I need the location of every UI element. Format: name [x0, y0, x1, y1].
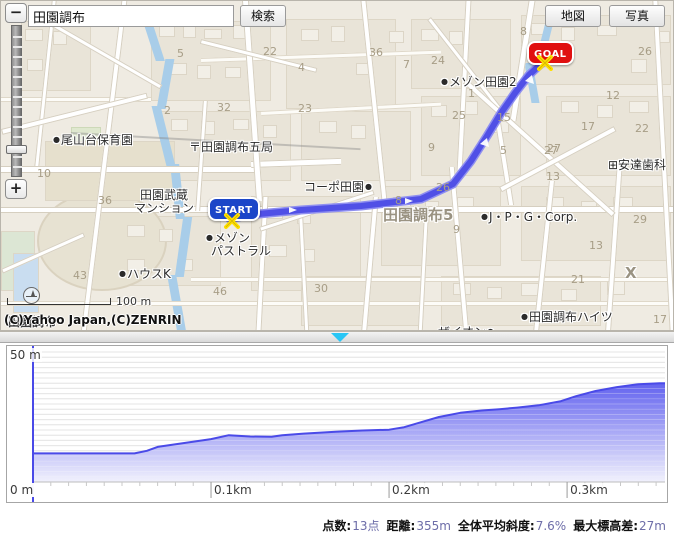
- map-poi-label: 田園武蔵: [140, 188, 189, 202]
- map-block-number: 8: [395, 194, 402, 207]
- zoom-control[interactable]: − +: [4, 3, 28, 199]
- x-axis-tick-label: 0 m: [9, 483, 35, 497]
- map-poi-label: X: [625, 264, 637, 282]
- zoom-in-button[interactable]: +: [5, 179, 27, 199]
- zoom-slider-handle[interactable]: [6, 145, 27, 155]
- map-block-number: 9: [428, 141, 435, 154]
- map-block-number: 7: [403, 58, 410, 71]
- route-stat-item: 距離: 355m: [387, 517, 451, 534]
- map-block-number: 43: [73, 269, 87, 282]
- panel-splitter[interactable]: [0, 331, 674, 343]
- map-block-number: 32: [217, 101, 231, 114]
- route-stat-key: 最大標高差:: [573, 518, 639, 533]
- map-block-number: 26: [436, 181, 450, 194]
- map-poi-label: コーポ田園: [304, 178, 372, 195]
- compass-north-icon: [23, 287, 40, 304]
- goal-cross-icon: [537, 55, 553, 71]
- map-block-number: 5: [177, 47, 184, 60]
- map-area-name: 田園調布: [8, 315, 57, 329]
- map-block-number: 5: [500, 144, 507, 157]
- map-block-number: 22: [263, 45, 277, 58]
- map-poi-label: 田園調布5: [383, 206, 454, 224]
- map-poi-label: J・P・G・Corp.: [481, 208, 577, 225]
- map-block-number: 2: [164, 104, 171, 117]
- map-block-number: 15: [497, 111, 511, 124]
- map-block-number: 8: [520, 25, 527, 38]
- map-type-switcher[interactable]: 地図 写真: [545, 5, 665, 27]
- route-stat-value: 7.6%: [535, 518, 567, 533]
- route-stat-key: 全体平均斜度:: [457, 518, 535, 533]
- map-type-photo-button[interactable]: 写真: [609, 5, 665, 27]
- attribution-text: (C)Yahoo Japan,(C)ZENRIN: [4, 313, 182, 327]
- route-stat-key: 距離:: [386, 518, 416, 533]
- map-block-number: 12: [606, 89, 620, 102]
- map-block-number: 23: [298, 102, 312, 115]
- map-block-number: 29: [633, 213, 647, 226]
- y-axis-max-label: 50 m: [9, 348, 42, 362]
- scale-bar-line: [7, 298, 111, 305]
- map-block-number: 36: [98, 194, 112, 207]
- route-stat-value: 13点: [352, 518, 380, 533]
- map-attribution: 田園調布 (C)Yahoo Japan,(C)ZENRIN: [4, 313, 182, 329]
- map-block-number: 27: [544, 144, 558, 157]
- map-block-number: 27: [547, 142, 561, 155]
- map-poi-label: メゾン田園2: [441, 73, 517, 90]
- map-canvas[interactable]: START GOAL: [1, 1, 673, 330]
- elevation-chart-svg: [32, 346, 665, 502]
- map-block-number: 4: [298, 61, 305, 74]
- map-block-number: 46: [213, 285, 227, 298]
- search-input[interactable]: [28, 5, 234, 27]
- map-poi-label: 尾山台保育園: [53, 131, 133, 148]
- route-stat-item: 全体平均斜度: 7.6%: [458, 517, 566, 534]
- map-poi-label: マンション: [134, 201, 195, 215]
- map-block-number: 21: [571, 273, 585, 286]
- map-poi-label: パストラル: [211, 244, 272, 258]
- map-poi-label: 田園調布ハイツ: [521, 308, 613, 325]
- start-cross-icon: [224, 213, 240, 229]
- x-axis-tick-label: 0.2km: [391, 483, 431, 497]
- route-stat-value: 27m: [639, 518, 666, 533]
- map-block-number: 10: [37, 167, 51, 180]
- map-block-number: 13: [589, 239, 603, 252]
- collapse-triangle-icon[interactable]: [331, 333, 349, 342]
- x-axis-tick-label: 0.1km: [213, 483, 253, 497]
- map-block-number: 26: [638, 45, 652, 58]
- scale-bar-label: 100 m: [116, 295, 152, 308]
- route-stat-item: 点数: 13点: [322, 517, 379, 534]
- zoom-out-button[interactable]: −: [5, 3, 27, 23]
- map-poi-label: ザイオン: [438, 323, 494, 330]
- map-block-number: 17: [581, 120, 595, 133]
- map-block-number: 13: [546, 170, 560, 183]
- map-block-number: 25: [452, 109, 466, 122]
- route-stat-item: 最大標高差: 27m: [573, 517, 666, 534]
- search-button[interactable]: 検索: [240, 5, 286, 27]
- map-poi-label: メゾン: [206, 229, 250, 246]
- map-block-number: 17: [653, 313, 667, 326]
- x-axis-tick-label: 0.3km: [569, 483, 609, 497]
- map-poi-label: ハウスK: [119, 265, 171, 282]
- map-poi-label: 〒田園調布五局: [189, 140, 274, 154]
- map-panel[interactable]: START GOAL: [0, 0, 674, 331]
- goal-marker[interactable]: GOAL: [527, 41, 574, 71]
- map-poi-label: ⊞安達歯科: [608, 158, 667, 172]
- start-marker[interactable]: START: [208, 197, 260, 229]
- zoom-slider-track[interactable]: [11, 25, 22, 177]
- route-stat-value: 355m: [416, 518, 451, 533]
- search-bar[interactable]: 検索: [28, 5, 286, 27]
- map-block-number: 1: [468, 87, 475, 100]
- goal-marker-label: GOAL: [534, 49, 567, 60]
- map-block-number: 24: [431, 54, 445, 67]
- map-block-number: 30: [314, 282, 328, 295]
- map-block-number: 22: [635, 122, 649, 135]
- map-type-map-button[interactable]: 地図: [545, 5, 601, 27]
- map-block-number: 36: [369, 46, 383, 59]
- map-block-number: 9: [453, 223, 460, 236]
- route-statistics-bar: 点数: 13点 距離: 355m 全体平均斜度: 7.6% 最大標高差: 27m: [0, 512, 674, 538]
- map-scale-bar: 100 m: [7, 295, 151, 308]
- route-stat-key: 点数:: [322, 518, 352, 533]
